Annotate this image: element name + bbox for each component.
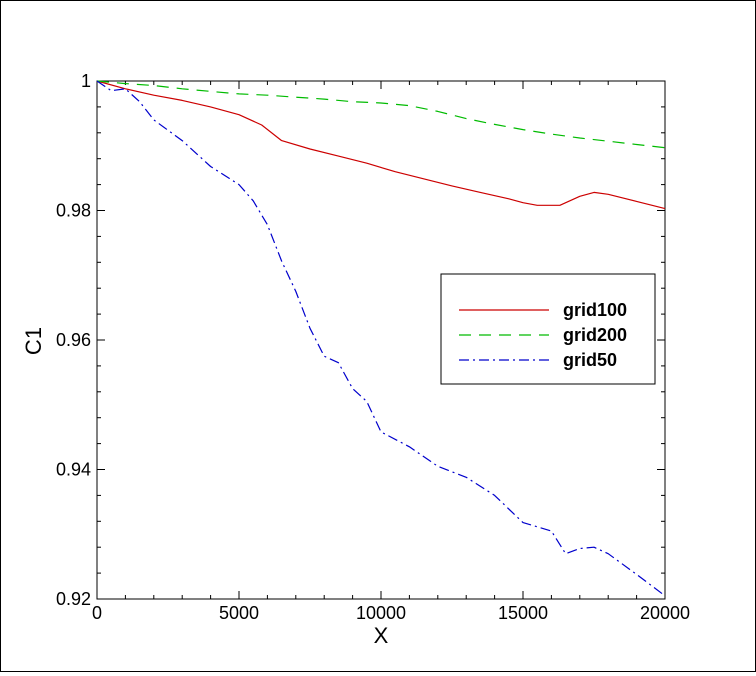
y-tick-label: 0.94 — [56, 460, 91, 480]
y-tick-label: 1 — [81, 71, 91, 91]
x-tick-label: 5000 — [219, 603, 259, 623]
legend-label-grid50: grid50 — [563, 350, 617, 370]
x-axis-label: X — [374, 623, 389, 648]
series-line-grid100 — [96, 80, 666, 210]
x-tick-label: 10000 — [356, 603, 406, 623]
legend-label-grid200: grid200 — [563, 325, 627, 345]
x-tick-label: 20000 — [640, 603, 690, 623]
x-tick-label: 15000 — [498, 603, 548, 623]
y-tick-label: 0.98 — [56, 201, 91, 221]
legend: grid100 grid200 grid50 — [440, 273, 656, 385]
legend-box — [440, 273, 656, 385]
axis-ticks: 0 5000 10000 15000 20000 0.92 0.94 0.96 0.98 1 — [56, 71, 690, 623]
y-axis-label: C1 — [21, 327, 46, 355]
series-line-grid200 — [96, 80, 666, 149]
y-tick-label: 0.92 — [56, 589, 91, 609]
legend-label-grid100: grid100 — [563, 300, 627, 320]
y-tick-label: 0.96 — [56, 330, 91, 350]
series-line-grid50 — [96, 80, 666, 597]
series-layer — [96, 80, 666, 597]
x-tick-label: 0 — [92, 603, 102, 623]
